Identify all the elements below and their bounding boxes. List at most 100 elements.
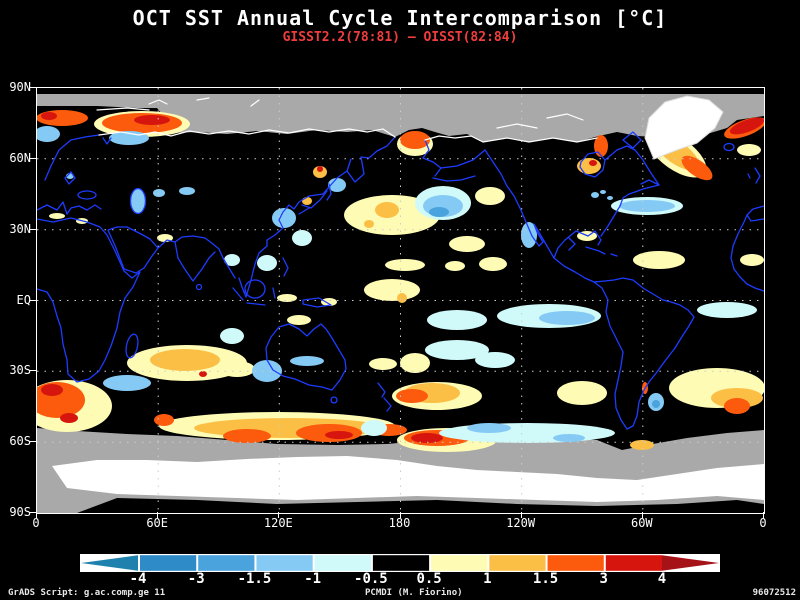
colorbar-cell [547, 555, 604, 571]
anomaly-blob [521, 222, 537, 248]
anomaly-blob [439, 423, 615, 443]
anomaly-blob [41, 384, 63, 396]
colorbar-cell [140, 555, 197, 571]
anomaly-blob [375, 202, 399, 218]
colorbar-level-label: 1.5 [532, 571, 559, 587]
lon-tick-mark [36, 512, 37, 518]
lat-tick-mark [29, 157, 36, 159]
colorbar-level-label: -4 [129, 571, 147, 587]
anomaly-blob [449, 236, 485, 252]
anomaly-blob [272, 208, 296, 228]
lat-tick-mark [29, 87, 36, 88]
lat-tick-label: 60N [9, 150, 31, 165]
anomaly-blob [557, 381, 607, 405]
colorbar-level-label: 3 [599, 571, 608, 587]
arctic-white-details [96, 97, 598, 143]
anomaly-blob [153, 189, 165, 197]
anomaly-blob [429, 207, 449, 217]
anomaly-blob [290, 356, 324, 366]
anomaly-blob [287, 315, 311, 325]
lat-tick-label: 90N [9, 80, 31, 94]
anomaly-blob [475, 352, 515, 368]
anomaly-blob [220, 328, 244, 344]
grads-script-label: GrADS Script: g.ac.comp.ge 11 [8, 588, 166, 598]
lat-tick-mark [29, 512, 36, 513]
anomaly-blob [633, 251, 685, 269]
lon-tick-mark [157, 512, 159, 518]
anomaly-blob [317, 166, 323, 172]
timestamp: 96072512 [752, 588, 796, 598]
map-bottom-black [77, 498, 764, 513]
lat-tick-mark [29, 441, 36, 443]
anomaly-blob [397, 293, 407, 303]
anomaly-blob [41, 112, 57, 120]
colorbar-level-label: -3 [187, 571, 205, 587]
anomaly-blob [607, 196, 613, 200]
anomaly-blob [257, 255, 277, 271]
lon-tick-mark [278, 512, 280, 518]
lon-tick-mark [399, 512, 401, 518]
anomaly-blob [400, 131, 430, 149]
anomaly-blob [589, 160, 597, 166]
lon-tick-mark [520, 512, 522, 518]
lat-tick-label: 90S [9, 505, 31, 519]
lon-tick-label: 0 [32, 516, 40, 530]
colorbar-level-label: -1 [304, 571, 322, 587]
colorbar-cell [314, 555, 371, 571]
anomaly-blob [60, 413, 78, 423]
anomaly-blob [697, 302, 757, 318]
anomaly-blob [223, 429, 271, 443]
anomaly-blob [328, 178, 346, 192]
lat-tick-label: 60S [9, 434, 31, 449]
colorbar-level-label: 1 [483, 571, 492, 587]
anomaly-blob [154, 414, 174, 426]
colorbar-cell [431, 555, 488, 571]
lon-tick-label: 60E [146, 516, 168, 530]
graticule [37, 88, 764, 513]
lat-tick-label: 30N [9, 221, 31, 236]
anomaly-blob [475, 187, 505, 205]
anomaly-blob [630, 440, 654, 450]
anomaly-blob [396, 389, 428, 403]
anomaly-blob [103, 375, 151, 391]
anomaly-blob [292, 230, 312, 246]
anomaly-blob [425, 340, 489, 360]
lon-tick-mark [641, 512, 643, 518]
anomaly-blob [467, 423, 511, 433]
anomaly-blob [369, 358, 397, 370]
anomaly-blob [134, 115, 170, 125]
greenland-ice [644, 95, 724, 160]
anomaly-blob [737, 144, 761, 156]
colorbar-right-arrow [662, 555, 719, 571]
lon-tick-label: 180 [388, 516, 411, 530]
lat-tick-mark [29, 299, 36, 301]
lon-tick-label: 0 [759, 516, 767, 530]
anomaly-blob [150, 349, 220, 371]
anomaly-blob [49, 213, 65, 219]
anomaly-blob [325, 431, 353, 439]
colorbar-cell [372, 555, 430, 571]
anomaly-blob [364, 279, 420, 301]
anomaly-blob [321, 298, 337, 306]
coastlines [37, 131, 764, 430]
plot-subtitle: GISST2.2(78:81) — OISST(82:84) [282, 30, 518, 45]
anomaly-blob [199, 371, 207, 377]
map-svg [37, 88, 764, 513]
anomaly-blob [539, 311, 595, 325]
anomaly-blob [302, 197, 312, 205]
anomaly-blob [131, 189, 145, 213]
colorbar [80, 554, 720, 572]
anomaly-blob [652, 400, 660, 408]
anomaly-blob [445, 261, 465, 271]
anomaly-blob [619, 200, 675, 212]
lon-tick-label: 120W [506, 516, 536, 530]
colorbar-cell [605, 555, 662, 571]
anomaly-layer [37, 110, 764, 452]
anomaly-blob [364, 220, 374, 228]
anomaly-blob [553, 434, 585, 442]
anomaly-blob [729, 117, 764, 135]
colorbar-level-label: 0.5 [416, 571, 442, 587]
anomaly-blob [740, 254, 764, 266]
anomaly-blob [681, 155, 713, 181]
